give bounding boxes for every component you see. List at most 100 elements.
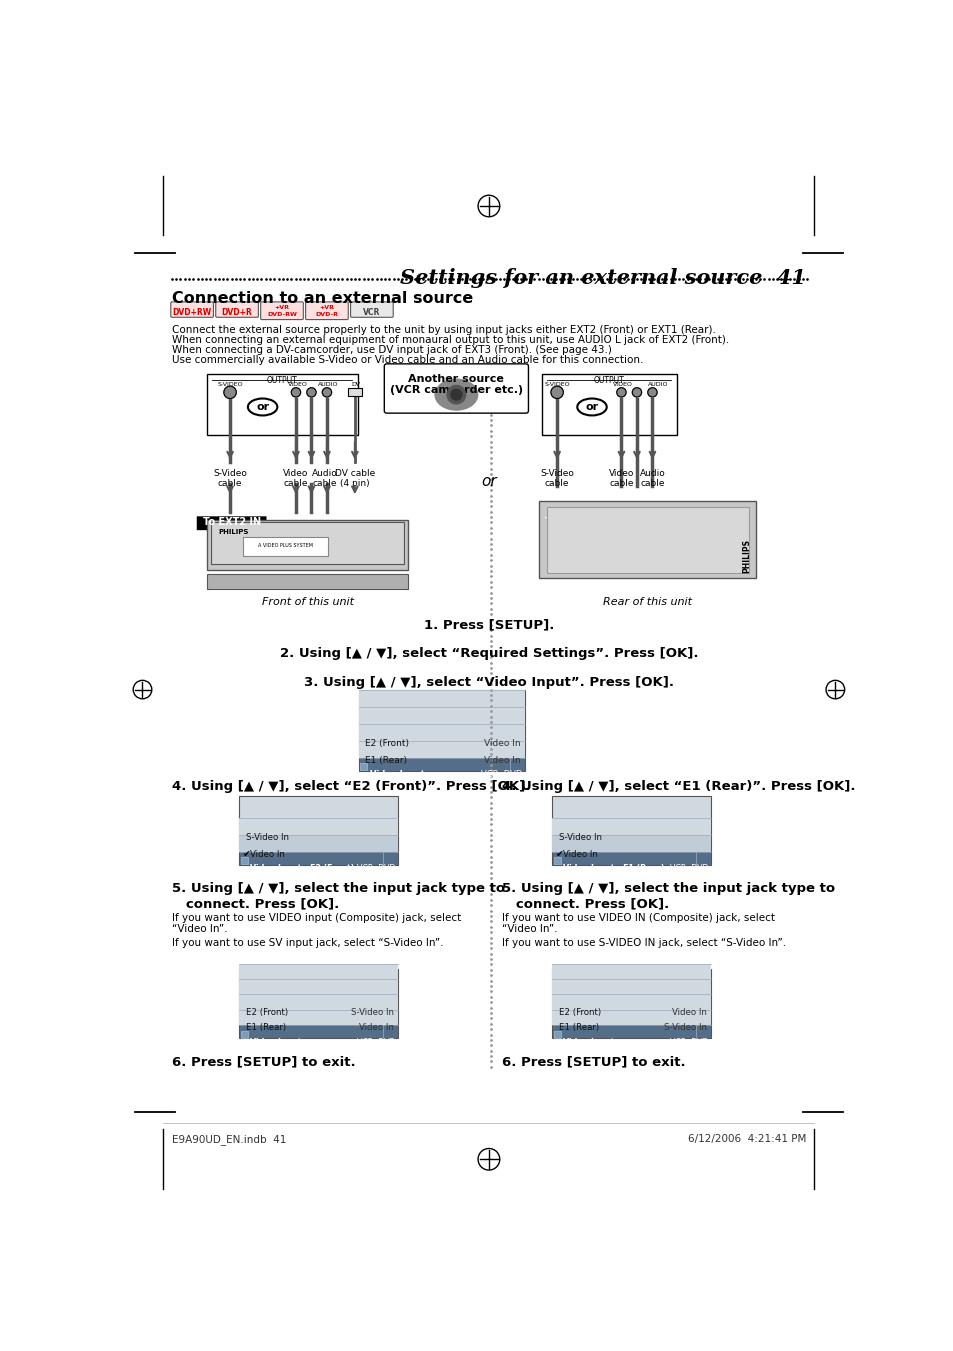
Bar: [552, 835, 711, 852]
Bar: [358, 690, 525, 758]
Text: Video In: Video In: [250, 850, 285, 859]
Bar: [348, 389, 361, 396]
FancyBboxPatch shape: [171, 301, 213, 317]
Text: AUDIO: AUDIO: [647, 382, 667, 388]
Bar: [358, 708, 525, 724]
Text: or: or: [255, 403, 269, 412]
Ellipse shape: [248, 399, 277, 416]
Text: Connection to an external source: Connection to an external source: [172, 290, 473, 305]
Bar: [552, 994, 711, 1011]
FancyBboxPatch shape: [215, 301, 258, 317]
Text: S-Video
cable: S-Video cable: [213, 469, 247, 488]
Bar: [241, 858, 248, 865]
Text: E1 (Rear): E1 (Rear): [365, 755, 407, 765]
Text: Connect the external source properly to the unit by using input jacks either EXT: Connect the external source properly to …: [172, 326, 715, 335]
Text: DVD-R: DVD-R: [315, 312, 338, 316]
Text: 4. Using [▲ / ▼], select “E1 (Rear)”. Press [OK].: 4. Using [▲ / ▼], select “E1 (Rear)”. Pr…: [501, 781, 855, 793]
Circle shape: [307, 388, 315, 397]
Text: S-VIDEO: S-VIDEO: [217, 382, 243, 388]
Bar: [239, 979, 397, 994]
Text: S-Video In: S-Video In: [351, 1008, 394, 1016]
Bar: [552, 969, 711, 1039]
Text: Video Input: Video Input: [369, 770, 424, 780]
Bar: [207, 520, 408, 570]
Text: OUTPUT: OUTPUT: [266, 376, 297, 385]
Text: “Video In”.: “Video In”.: [172, 924, 227, 934]
Circle shape: [451, 389, 461, 400]
Bar: [552, 819, 711, 835]
Bar: [552, 1025, 711, 1039]
Circle shape: [291, 388, 300, 397]
FancyBboxPatch shape: [305, 301, 348, 320]
Text: If you want to use VIDEO IN (Composite) jack, select: If you want to use VIDEO IN (Composite) …: [501, 913, 774, 923]
Bar: [239, 1011, 397, 1025]
Text: 6. Press [SETUP] to exit.: 6. Press [SETUP] to exit.: [172, 1055, 355, 1069]
Bar: [552, 1011, 711, 1025]
FancyBboxPatch shape: [384, 363, 528, 413]
Text: Front of this unit: Front of this unit: [261, 597, 354, 607]
Text: Rear of this unit: Rear of this unit: [602, 597, 692, 607]
Bar: [360, 763, 367, 770]
Text: 6. Press [SETUP] to exit.: 6. Press [SETUP] to exit.: [501, 1055, 685, 1069]
Text: To EXT1 IN: To EXT1 IN: [544, 517, 602, 527]
FancyBboxPatch shape: [350, 301, 393, 317]
Bar: [358, 690, 525, 771]
Text: AUDIO: AUDIO: [318, 382, 338, 388]
Bar: [211, 521, 404, 565]
Text: or: or: [585, 403, 598, 412]
Text: +VR: +VR: [319, 305, 335, 311]
Text: 6/12/2006  4:21:41 PM: 6/12/2006 4:21:41 PM: [687, 1133, 805, 1144]
Circle shape: [632, 388, 641, 397]
Text: S-Video
cable: S-Video cable: [539, 469, 574, 488]
Bar: [552, 979, 711, 994]
Text: DV cable
(4 pin): DV cable (4 pin): [335, 469, 375, 488]
Bar: [552, 852, 711, 865]
Text: Audio
cable: Audio cable: [639, 469, 664, 488]
Text: Audio
cable: Audio cable: [312, 469, 337, 488]
Text: Video Input: Video Input: [562, 1038, 614, 1047]
Bar: [239, 835, 397, 852]
Bar: [239, 994, 397, 1011]
Bar: [546, 507, 748, 573]
Bar: [552, 963, 711, 979]
Text: “Video In”.: “Video In”.: [501, 924, 557, 934]
Bar: [239, 819, 397, 835]
Text: 1. Press [SETUP].: 1. Press [SETUP].: [423, 617, 554, 631]
Text: If you want to use S-VIDEO IN jack, select “S-Video In”.: If you want to use S-VIDEO IN jack, sele…: [501, 938, 785, 947]
Text: A VIDEO PLUS SYSTEM: A VIDEO PLUS SYSTEM: [258, 543, 313, 549]
Text: OUTPUT: OUTPUT: [593, 376, 624, 385]
Text: S-Video In: S-Video In: [558, 832, 601, 842]
Text: Video
cable: Video cable: [283, 469, 309, 488]
Circle shape: [322, 388, 332, 397]
Bar: [552, 796, 711, 852]
Text: ✔: ✔: [555, 851, 562, 859]
Text: DVD+RW: DVD+RW: [172, 308, 212, 316]
Text: Video In: Video In: [358, 1023, 394, 1032]
Bar: [552, 796, 711, 865]
Text: DVD+R: DVD+R: [221, 308, 253, 316]
Circle shape: [617, 388, 625, 397]
Text: If you want to use SV input jack, select “S-Video In”.: If you want to use SV input jack, select…: [172, 938, 443, 947]
Text: PHILIPS: PHILIPS: [218, 528, 249, 535]
Bar: [239, 1025, 397, 1039]
Circle shape: [447, 385, 465, 404]
Text: When connecting a DV-camcorder, use DV input jack of EXT3 (Front). (See page 43.: When connecting a DV-camcorder, use DV i…: [172, 346, 611, 355]
Text: VCR  DVD: VCR DVD: [356, 1038, 395, 1047]
Bar: [554, 1031, 560, 1038]
Text: Video Input - E1 (Rear): Video Input - E1 (Rear): [562, 865, 664, 873]
Text: VIDEO: VIDEO: [613, 382, 632, 388]
Text: S-VIDEO: S-VIDEO: [544, 382, 569, 388]
Circle shape: [224, 386, 236, 399]
Text: E2 (Front): E2 (Front): [558, 1008, 600, 1016]
Bar: [207, 374, 357, 435]
Bar: [541, 374, 677, 435]
Bar: [552, 969, 711, 1025]
Text: Video In: Video In: [483, 755, 520, 765]
Text: S-Video In: S-Video In: [663, 1023, 706, 1032]
Text: ✔: ✔: [242, 851, 250, 859]
Text: Video
cable: Video cable: [608, 469, 634, 488]
Bar: [358, 690, 525, 708]
Text: 4. Using [▲ / ▼], select “E2 (Front)”. Press [OK].: 4. Using [▲ / ▼], select “E2 (Front)”. P…: [172, 781, 530, 793]
Text: Use commercially available S-Video or Video cable and an Audio cable for this co: Use commercially available S-Video or Vi…: [172, 355, 642, 365]
Text: PHILIPS: PHILIPS: [741, 539, 751, 573]
